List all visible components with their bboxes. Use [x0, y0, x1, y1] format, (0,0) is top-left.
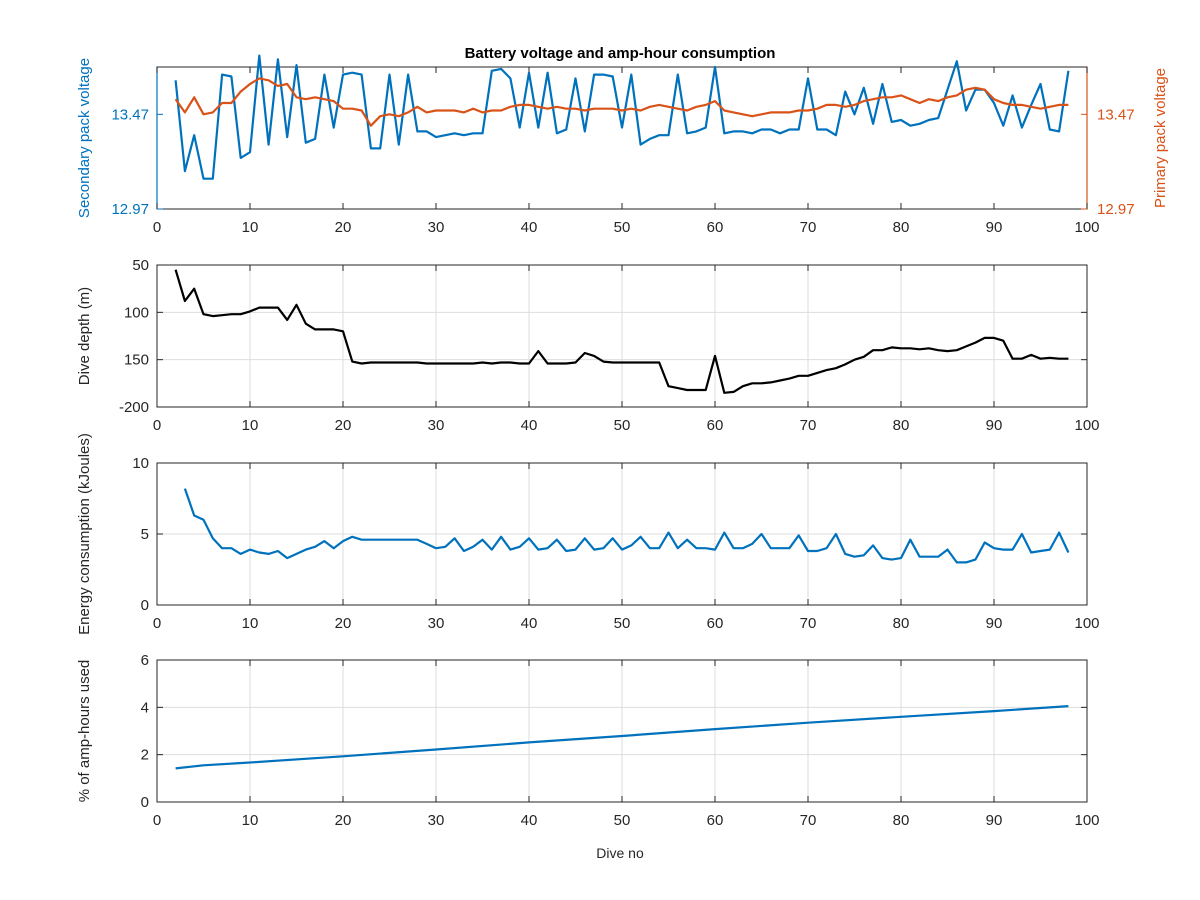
- y2-tick-label: 13.47: [1097, 106, 1135, 123]
- y-tick-label: 150: [124, 352, 149, 369]
- x-tick-label: 0: [153, 615, 161, 632]
- chart-title: Battery voltage and amp-hour consumption: [465, 45, 776, 62]
- y-tick-label: 0: [141, 597, 149, 614]
- y-tick-label: 50: [132, 257, 149, 274]
- x-tick-label: 70: [800, 417, 817, 434]
- x-tick-label: 90: [986, 812, 1003, 829]
- x-tick-label: 30: [428, 219, 445, 236]
- x-tick-label: 80: [893, 615, 910, 632]
- x-tick-label: 10: [242, 417, 259, 434]
- x-tick-label: 80: [893, 812, 910, 829]
- x-tick-label: 70: [800, 812, 817, 829]
- y2-tick-label: 12.97: [1097, 201, 1135, 218]
- subplot-2: 0 10 20 30 40 50 60 70 80 90 100 50 100 150 -200 Dive d…: [76, 257, 1100, 434]
- x-tick-label: 80: [893, 219, 910, 236]
- x-tick-label: 50: [614, 615, 631, 632]
- y-tick-label: 6: [141, 652, 149, 669]
- x-tick-label: 70: [800, 615, 817, 632]
- x-tick-label: 100: [1074, 417, 1099, 434]
- y2-axis-label: Primary pack voltage: [1152, 68, 1169, 208]
- y-tick-label: 100: [124, 304, 149, 321]
- subplot-panels: 0 10 20 30 40 50 60 70 80 90 10012.9713.4712.9713.…: [76, 54, 1169, 829]
- x-tick-label: 70: [800, 219, 817, 236]
- y-tick-label: 4: [141, 699, 149, 716]
- x-tick-label: 10: [242, 812, 259, 829]
- y-tick-label: 13.47: [111, 106, 149, 123]
- series-line-1: [174, 269, 1069, 394]
- series-line-1: [175, 705, 1069, 770]
- x-tick-label: 30: [428, 417, 445, 434]
- x-tick-label: 20: [335, 812, 352, 829]
- y-tick-label: 5: [141, 526, 149, 543]
- x-tick-label: 50: [614, 417, 631, 434]
- y-axis-label: Energy consumption (kJoules): [76, 433, 93, 635]
- x-tick-label: 90: [986, 615, 1003, 632]
- y-tick-label: 10: [132, 455, 149, 472]
- x-tick-label: 20: [335, 615, 352, 632]
- series-line-1: [174, 54, 1070, 180]
- x-tick-label: 0: [153, 219, 161, 236]
- x-tick-label: 60: [707, 219, 724, 236]
- x-tick-label: 10: [242, 615, 259, 632]
- x-tick-label: 100: [1074, 615, 1099, 632]
- x-tick-label: 20: [335, 417, 352, 434]
- y-tick-label: 12.97: [111, 201, 149, 218]
- series-line-1: [183, 488, 1070, 564]
- y-axis-label: Dive depth (m): [76, 287, 93, 385]
- subplot-1: 0 10 20 30 40 50 60 70 80 90 10012.9713.4712.9713.…: [76, 54, 1169, 236]
- x-tick-label: 60: [707, 615, 724, 632]
- x-tick-label: 0: [153, 417, 161, 434]
- subplot-3: 0 10 20 30 40 50 60 70 80 90 100 0 5 10 Energy consump…: [76, 433, 1100, 635]
- y-tick-label: 0: [141, 794, 149, 811]
- x-tick-label: 50: [614, 219, 631, 236]
- x-tick-label: 0: [153, 812, 161, 829]
- x-tick-label: 50: [614, 812, 631, 829]
- x-tick-label: 90: [986, 219, 1003, 236]
- x-tick-label: 30: [428, 812, 445, 829]
- x-axis-label: Dive no: [596, 845, 644, 861]
- x-tick-label: 100: [1074, 219, 1099, 236]
- x-tick-label: 20: [335, 219, 352, 236]
- x-tick-label: 40: [521, 219, 538, 236]
- series-line-2: [174, 77, 1069, 127]
- x-tick-label: 60: [707, 417, 724, 434]
- y-tick-label: 2: [141, 747, 149, 764]
- x-tick-label: 90: [986, 417, 1003, 434]
- x-tick-label: 10: [242, 219, 259, 236]
- x-tick-label: 80: [893, 417, 910, 434]
- y-axis-label: % of amp-hours used: [76, 660, 93, 803]
- y-axis-label: Secondary pack voltage: [76, 58, 93, 218]
- x-tick-label: 40: [521, 417, 538, 434]
- x-tick-label: 40: [521, 615, 538, 632]
- x-tick-label: 60: [707, 812, 724, 829]
- y-tick-label: -200: [119, 399, 149, 416]
- x-tick-label: 40: [521, 812, 538, 829]
- subplot-4: 0 10 20 30 40 50 60 70 80 90 100 0 2 4 6 % of amp-hours…: [76, 652, 1100, 829]
- x-tick-label: 30: [428, 615, 445, 632]
- x-tick-label: 100: [1074, 812, 1099, 829]
